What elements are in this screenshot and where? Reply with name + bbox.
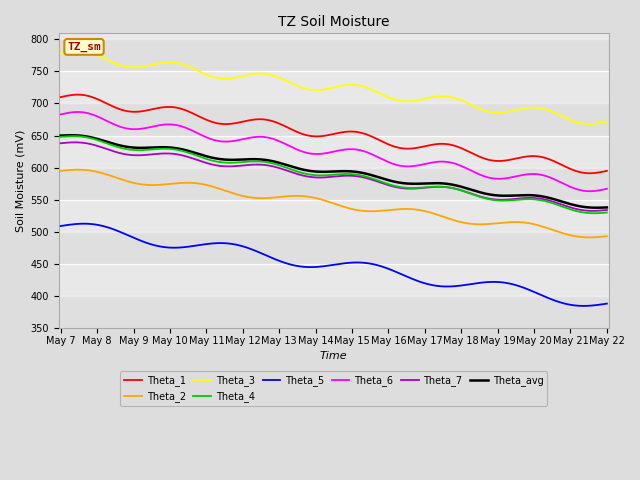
Theta_4 — [603, 210, 611, 216]
Theta_avg — [574, 203, 582, 209]
Theta_1 — [125, 108, 133, 114]
Theta_2 — [248, 195, 256, 201]
Theta_2 — [221, 188, 229, 193]
Line: Theta_4: Theta_4 — [61, 136, 607, 213]
Theta_5 — [248, 247, 256, 252]
Legend: Theta_1, Theta_2, Theta_3, Theta_4, Theta_5, Theta_6, Theta_7, Theta_avg: Theta_1, Theta_2, Theta_3, Theta_4, Thet… — [120, 371, 547, 406]
Theta_4 — [574, 209, 582, 215]
Theta_avg — [125, 144, 133, 150]
Theta_7 — [297, 172, 305, 178]
Theta_3 — [75, 48, 83, 54]
Theta_7 — [125, 152, 133, 158]
Theta_6 — [603, 186, 611, 192]
Theta_7 — [603, 207, 611, 213]
Theta_6 — [297, 148, 305, 154]
Line: Theta_3: Theta_3 — [61, 51, 607, 124]
Theta_6 — [74, 109, 81, 115]
Theta_1 — [74, 92, 81, 97]
Line: Theta_avg: Theta_avg — [61, 135, 607, 208]
Line: Theta_6: Theta_6 — [61, 112, 607, 191]
Theta_5 — [574, 303, 582, 309]
Theta_1 — [603, 168, 611, 174]
Theta_3 — [297, 84, 305, 90]
Theta_3 — [239, 73, 247, 79]
Theta_4 — [297, 170, 305, 176]
Bar — [59, 232, 609, 264]
Theta_5 — [221, 240, 229, 246]
Theta_7 — [57, 140, 65, 146]
Theta_4 — [221, 160, 229, 166]
Theta_5 — [603, 301, 611, 307]
Title: TZ Soil Moisture: TZ Soil Moisture — [278, 15, 390, 29]
Theta_7 — [221, 164, 229, 169]
Theta_2 — [239, 193, 247, 199]
Theta_1 — [297, 131, 305, 136]
Line: Theta_1: Theta_1 — [61, 95, 607, 173]
Theta_2 — [297, 193, 305, 199]
Theta_1 — [574, 169, 582, 175]
Theta_4 — [125, 147, 133, 153]
Theta_3 — [57, 50, 65, 56]
Theta_5 — [57, 223, 65, 229]
Theta_avg — [593, 205, 600, 211]
Theta_7 — [70, 140, 78, 145]
Theta_2 — [574, 234, 582, 240]
Theta_5 — [580, 303, 588, 309]
Theta_2 — [57, 168, 65, 174]
Theta_6 — [248, 134, 256, 140]
Bar — [59, 39, 609, 72]
Theta_4 — [70, 133, 78, 139]
Bar — [59, 168, 609, 200]
Theta_5 — [125, 233, 133, 239]
Text: TZ_sm: TZ_sm — [67, 42, 101, 52]
Y-axis label: Soil Moisture (mV): Soil Moisture (mV) — [15, 129, 25, 232]
Bar — [59, 296, 609, 328]
Theta_2 — [603, 233, 611, 239]
Theta_7 — [248, 162, 256, 168]
Theta_5 — [80, 221, 88, 227]
X-axis label: Time: Time — [320, 351, 348, 361]
Theta_3 — [125, 64, 133, 70]
Theta_6 — [57, 111, 65, 117]
Theta_5 — [239, 243, 247, 249]
Theta_3 — [585, 121, 593, 127]
Theta_2 — [125, 179, 133, 185]
Theta_avg — [603, 204, 611, 210]
Theta_4 — [57, 134, 65, 140]
Theta_5 — [297, 264, 305, 269]
Theta_avg — [57, 132, 65, 138]
Theta_4 — [589, 210, 597, 216]
Line: Theta_2: Theta_2 — [61, 170, 607, 238]
Bar — [59, 104, 609, 135]
Theta_6 — [574, 187, 582, 192]
Theta_1 — [248, 117, 256, 123]
Theta_avg — [68, 132, 76, 138]
Theta_1 — [221, 121, 229, 127]
Theta_2 — [74, 167, 81, 173]
Theta_3 — [248, 72, 256, 77]
Theta_2 — [586, 235, 594, 240]
Theta_6 — [239, 136, 247, 142]
Theta_avg — [248, 156, 256, 162]
Theta_4 — [239, 159, 247, 165]
Theta_avg — [239, 156, 247, 162]
Theta_7 — [574, 206, 582, 212]
Theta_6 — [125, 126, 133, 132]
Theta_6 — [586, 188, 594, 194]
Theta_6 — [221, 139, 229, 144]
Line: Theta_7: Theta_7 — [61, 143, 607, 211]
Theta_3 — [603, 119, 611, 124]
Line: Theta_5: Theta_5 — [61, 224, 607, 306]
Theta_1 — [57, 94, 65, 100]
Theta_7 — [589, 208, 597, 214]
Theta_1 — [586, 170, 594, 176]
Theta_7 — [239, 163, 247, 168]
Theta_avg — [221, 156, 229, 162]
Theta_3 — [574, 120, 582, 125]
Theta_avg — [297, 166, 305, 172]
Theta_1 — [239, 119, 247, 124]
Theta_4 — [248, 158, 256, 164]
Theta_3 — [221, 76, 229, 82]
